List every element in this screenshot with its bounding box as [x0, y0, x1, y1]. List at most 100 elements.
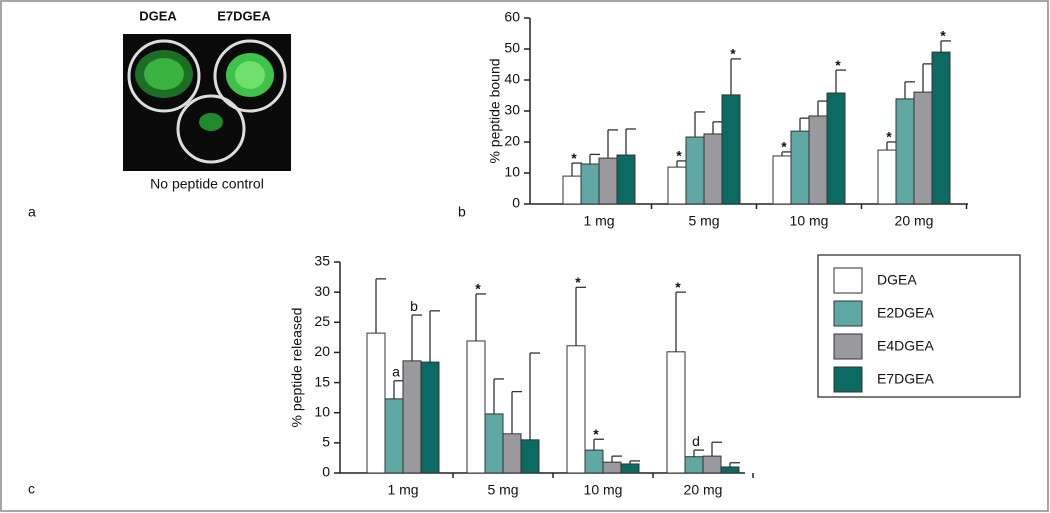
green-spot	[199, 113, 223, 131]
bar	[790, 130, 810, 205]
error-bar	[589, 153, 600, 165]
bar	[502, 433, 522, 474]
panel-label: b	[458, 204, 466, 220]
x-tick-label: 10 mg	[790, 213, 829, 229]
legend-swatch	[833, 267, 863, 294]
error-bar	[511, 390, 522, 434]
y-tick-label: 50	[504, 40, 520, 56]
y-tick-label: 20	[504, 133, 520, 149]
image-label: E7DGEA	[217, 8, 271, 23]
error-bar	[711, 441, 722, 457]
annotation: *	[593, 426, 599, 442]
annotation: b	[410, 298, 418, 314]
bar	[562, 175, 582, 205]
legend-label: E4DGEA	[877, 338, 934, 354]
error-bar	[429, 310, 440, 363]
x-tick-label: 20 mg	[684, 482, 723, 498]
annotation: *	[940, 28, 946, 44]
green-spot	[235, 61, 265, 89]
bar	[685, 136, 705, 205]
bar	[913, 91, 933, 205]
image-caption: No peptide control	[150, 176, 264, 192]
error-bar	[625, 128, 636, 156]
error-bar	[493, 378, 504, 414]
annotation: *	[676, 148, 682, 164]
annotation: *	[475, 281, 481, 297]
y-tick-label: 20	[314, 343, 330, 359]
annotation: *	[571, 150, 577, 166]
x-tick-label: 1 mg	[387, 482, 418, 498]
legend-swatch	[833, 300, 863, 327]
bar	[602, 461, 622, 474]
bar	[931, 51, 951, 205]
annotation: *	[730, 46, 736, 62]
bar	[808, 115, 828, 205]
error-bar	[629, 460, 640, 464]
y-tick-label: 10	[504, 164, 520, 180]
error-bar	[940, 40, 951, 53]
bar	[620, 463, 640, 474]
bar	[684, 456, 704, 474]
annotation: *	[575, 274, 581, 290]
green-spot	[144, 58, 184, 90]
error-bar	[730, 58, 741, 95]
annotation: *	[675, 279, 681, 295]
bar	[720, 466, 740, 474]
bar	[667, 166, 687, 205]
y-tick-label: 60	[504, 9, 520, 25]
panel-label: c	[28, 481, 35, 497]
bar	[484, 413, 504, 474]
x-tick-label: 5 mg	[688, 213, 719, 229]
error-bar	[675, 291, 686, 352]
error-bar	[676, 160, 687, 168]
legend-swatch	[833, 366, 863, 393]
error-bar	[529, 352, 540, 440]
error-bar	[393, 380, 404, 399]
error-bar	[781, 151, 792, 156]
error-bar	[904, 81, 915, 99]
error-bar	[835, 69, 846, 94]
error-bar	[611, 455, 622, 463]
image-panel: DGEA E7DGEA No peptide control	[123, 8, 291, 192]
y-tick-label: 15	[314, 373, 330, 389]
error-bar	[886, 141, 897, 151]
y-tick-label: 40	[504, 71, 520, 87]
bar	[616, 154, 636, 205]
y-tick-label: 10	[314, 403, 330, 419]
x-tick-label: 1 mg	[583, 213, 614, 229]
bar	[384, 398, 404, 474]
bar	[580, 163, 600, 205]
annotation: *	[886, 129, 892, 145]
error-bar	[607, 129, 618, 159]
bar	[598, 157, 618, 205]
legend-swatch	[833, 333, 863, 360]
legend-label: E7DGEA	[877, 371, 934, 387]
bar	[466, 340, 486, 474]
x-tick-label: 5 mg	[487, 482, 518, 498]
error-bar	[375, 278, 386, 334]
error-bar	[475, 293, 486, 341]
bar	[666, 351, 686, 474]
annotation: *	[781, 139, 787, 155]
bar	[772, 155, 792, 205]
bar	[826, 92, 846, 205]
y-tick-label: 0	[512, 195, 520, 211]
annotation: *	[835, 57, 841, 73]
annotation: a	[392, 363, 400, 379]
bar	[402, 360, 422, 474]
well-ring	[176, 94, 246, 164]
bar	[895, 98, 915, 205]
bar	[566, 345, 586, 474]
y-tick-label: 25	[314, 313, 330, 329]
y-axis-label: % peptide released	[289, 308, 305, 428]
bar	[520, 439, 540, 474]
y-tick-label: 30	[314, 283, 330, 299]
error-bar	[575, 286, 586, 346]
error-bar	[693, 449, 704, 457]
bar	[877, 149, 897, 205]
error-bar	[571, 162, 582, 177]
legend-label: DGEA	[877, 272, 917, 288]
error-bar	[411, 314, 422, 361]
